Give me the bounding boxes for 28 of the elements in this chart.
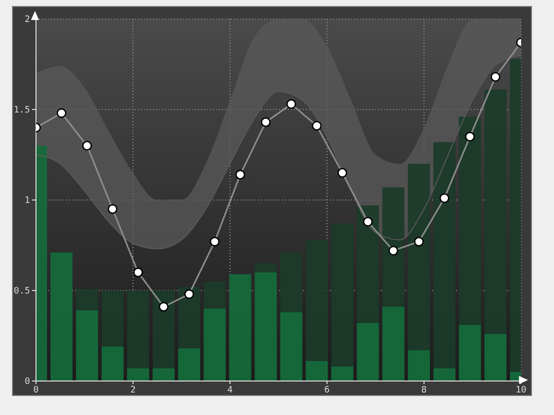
x-tick-label: 6 xyxy=(324,385,330,396)
bar xyxy=(204,308,226,381)
x-tick-label: 0 xyxy=(33,385,39,396)
y-tick-label: 0.5 xyxy=(14,286,30,297)
bar xyxy=(178,348,200,381)
y-tick-label: 0 xyxy=(24,377,30,388)
x-tick-label: 10 xyxy=(516,385,526,396)
bar xyxy=(356,323,379,381)
bar xyxy=(127,368,150,381)
y-tick-label: 1 xyxy=(24,196,30,206)
x-tick-label: 8 xyxy=(421,385,427,396)
y-tick-label: 2 xyxy=(24,15,30,26)
bar xyxy=(50,252,73,381)
bar xyxy=(484,334,506,381)
y-tick-label: 1.5 xyxy=(14,106,30,116)
bar xyxy=(280,312,302,381)
bar xyxy=(152,368,175,381)
bar xyxy=(331,366,354,381)
bar xyxy=(433,368,456,381)
x-tick-label: 2 xyxy=(130,385,136,396)
bar xyxy=(458,324,481,381)
bar xyxy=(306,361,328,381)
bar xyxy=(408,350,430,381)
x-tick-label: 4 xyxy=(227,385,233,396)
bar xyxy=(102,346,124,381)
bar xyxy=(229,274,252,381)
bar xyxy=(382,306,404,381)
bar xyxy=(76,310,98,381)
